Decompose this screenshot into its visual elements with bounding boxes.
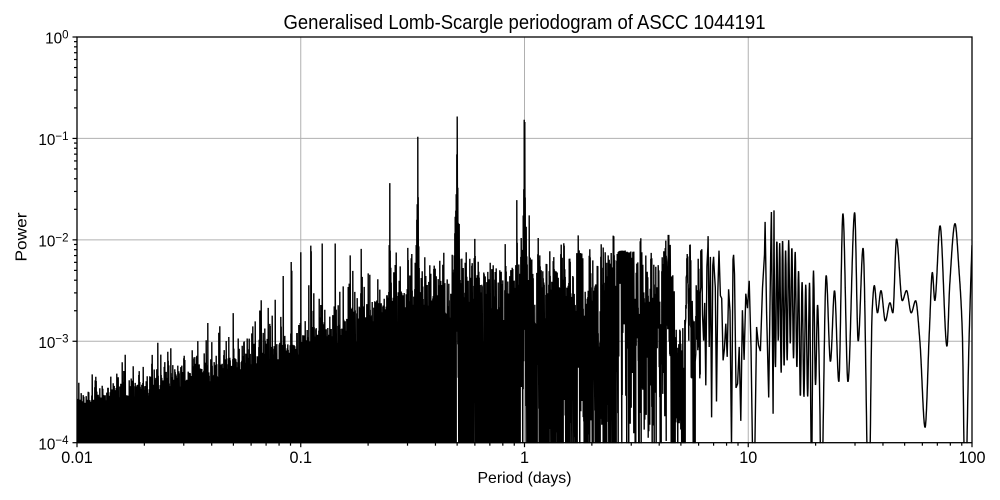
svg-text:Power: Power — [14, 213, 31, 262]
svg-text:100: 100 — [45, 29, 68, 47]
svg-text:10: 10 — [739, 449, 757, 467]
svg-text:10−1: 10−1 — [38, 131, 68, 149]
svg-text:100: 100 — [958, 449, 985, 467]
svg-text:10−2: 10−2 — [38, 232, 68, 250]
svg-text:Generalised Lomb-Scargle perio: Generalised Lomb-Scargle periodogram of … — [284, 11, 766, 34]
svg-text:10−3: 10−3 — [38, 334, 68, 352]
svg-text:0.1: 0.1 — [289, 449, 312, 467]
svg-text:Period (days): Period (days) — [478, 470, 572, 487]
svg-text:0.01: 0.01 — [61, 449, 93, 467]
svg-text:1: 1 — [520, 449, 529, 467]
